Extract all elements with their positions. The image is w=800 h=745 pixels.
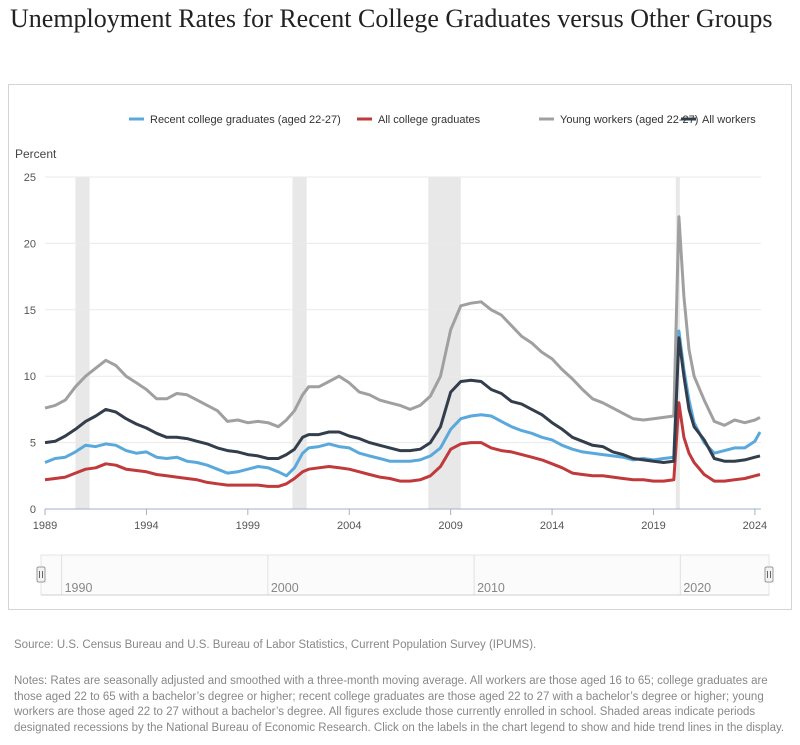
legend-label: All college graduates: [378, 114, 481, 126]
x-tick-label: 2024: [743, 520, 767, 532]
legend-label: Young workers (aged 22-27): [560, 114, 698, 126]
handle-grip[interactable]: [36, 566, 46, 583]
navigator-label: 1990: [65, 581, 93, 595]
series-line-1: [44, 329, 762, 478]
notes-paragraph: Notes: Rates are seasonally adjusted and…: [14, 675, 785, 734]
line-chart: 0 5 10 15 20 25 1989 1994 1999 2004 2009 2014 2019 2…: [15, 114, 774, 596]
y-tick-label: 15: [24, 305, 36, 317]
x-tick-label: 2009: [438, 520, 462, 532]
x-tick-label: 2019: [641, 520, 665, 532]
y-tick-label: 20: [24, 238, 36, 250]
axes: 1989 1994 1999 2004 2009 2014 2019 2024: [33, 508, 767, 532]
legend-label: Recent college graduates (aged 22-27): [150, 114, 341, 126]
y-axis-grid: 0 5 10 15 20 25: [24, 172, 761, 516]
y-tick-label: 25: [24, 172, 36, 184]
x-tick-label: 2014: [540, 520, 564, 532]
navigator-label: 2000: [271, 581, 299, 595]
series-line-2: [44, 401, 761, 488]
recession-band: [75, 177, 90, 509]
legend-item-4[interactable]: All workers: [681, 114, 756, 126]
navigator-label: 2010: [477, 581, 505, 595]
handle-grip[interactable]: [764, 566, 774, 583]
series-line-3: [44, 215, 761, 429]
recession-band: [292, 177, 307, 509]
page-title: Unemployment Rates for Recent College Gr…: [10, 4, 773, 33]
legend-item-1[interactable]: Recent college graduates (aged 22-27): [129, 114, 341, 126]
series-line-4: [44, 336, 761, 464]
navigator-track[interactable]: [40, 554, 770, 596]
x-tick-label: 1999: [236, 520, 260, 532]
chart-legend: Recent college graduates (aged 22-27) All…: [129, 114, 756, 126]
y-tick-label: 0: [30, 504, 36, 516]
y-tick-label: 10: [24, 371, 36, 383]
navigator-label: 2020: [683, 581, 711, 595]
navigator-left-handle[interactable]: [36, 566, 46, 583]
source-note: Source: U.S. Census Bureau and U.S. Bure…: [14, 639, 537, 651]
x-tick-label: 1994: [134, 520, 158, 532]
range-navigator[interactable]: 1990 2000 2010 2020: [36, 554, 774, 596]
x-tick-label: 2004: [337, 520, 361, 532]
y-axis-title: Percent: [15, 147, 57, 161]
y-tick-label: 5: [30, 438, 36, 450]
x-tick-label: 1989: [33, 520, 57, 532]
legend-label: All workers: [702, 114, 756, 126]
chart-frame: 0 5 10 15 20 25 1989 1994 1999 2004 2009 2014 2019 2…: [8, 84, 792, 610]
navigator-right-handle[interactable]: [764, 566, 774, 583]
series-lines: [44, 215, 762, 488]
legend-item-3[interactable]: Young workers (aged 22-27): [539, 114, 698, 126]
legend-item-2[interactable]: All college graduates: [357, 114, 481, 126]
